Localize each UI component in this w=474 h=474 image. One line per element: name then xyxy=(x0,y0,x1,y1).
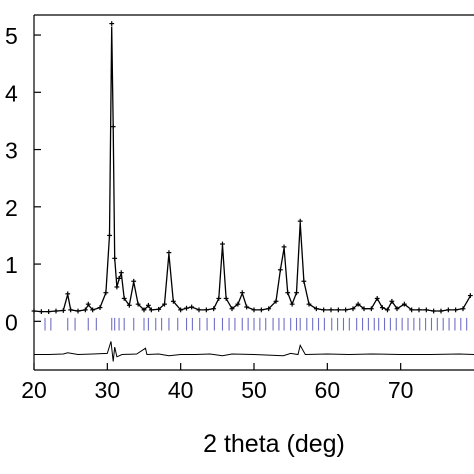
observed-point xyxy=(189,304,195,310)
observed-point xyxy=(467,293,473,298)
observed-point xyxy=(60,308,66,313)
observed-point xyxy=(220,241,225,247)
observed-point xyxy=(131,278,137,284)
observed-point xyxy=(65,291,71,297)
x-tick-label: 60 xyxy=(315,377,341,403)
observed-point xyxy=(235,301,241,307)
observed-point xyxy=(53,308,59,314)
y-tick-label: 3 xyxy=(5,138,18,164)
x-tick-label: 20 xyxy=(21,377,47,403)
observed-point xyxy=(90,307,96,313)
observed-point xyxy=(278,267,283,273)
observed-point xyxy=(306,301,312,307)
observed-point xyxy=(97,305,103,310)
observed-point xyxy=(379,305,385,310)
observed-point xyxy=(355,301,361,307)
observed-point xyxy=(350,306,356,312)
observed-point xyxy=(170,298,176,304)
x-tick-label: 50 xyxy=(241,377,267,403)
observed-point xyxy=(156,306,162,312)
observed-point xyxy=(38,309,44,314)
observed-point xyxy=(75,308,81,314)
observed-point xyxy=(68,307,74,313)
observed-point xyxy=(445,307,451,313)
x-axis-title: 2 theta (deg) xyxy=(203,430,345,458)
observed-point xyxy=(116,275,122,281)
observed-point xyxy=(109,21,115,26)
y-tick-label: 2 xyxy=(5,195,18,221)
x-tick-label: 30 xyxy=(95,377,121,403)
observed-point xyxy=(289,301,295,307)
observed-point xyxy=(401,301,407,307)
observed-point xyxy=(162,301,167,307)
observed-point xyxy=(313,306,319,312)
observed-point xyxy=(118,270,124,276)
x-tick-label: 40 xyxy=(168,377,194,403)
observed-point xyxy=(107,233,112,238)
observed-point xyxy=(273,298,279,304)
observed-point xyxy=(112,255,118,261)
observed-point xyxy=(423,307,429,313)
observed-point xyxy=(223,296,229,301)
y-tick-label: 5 xyxy=(5,23,18,49)
observed-point xyxy=(389,298,395,304)
observed-point xyxy=(141,307,147,313)
observed-point xyxy=(184,305,189,311)
observed-point xyxy=(258,307,264,313)
observed-point xyxy=(229,306,235,312)
observed-point xyxy=(216,296,222,301)
axis-ticks: 20 30 40 50 60 70 0 1 2 3 4 5 xyxy=(5,23,413,403)
observed-point xyxy=(196,307,202,313)
observed-point xyxy=(251,307,257,313)
observed-point xyxy=(114,284,120,290)
difference-curve xyxy=(34,341,474,362)
x-tick-label: 70 xyxy=(388,377,414,403)
observed-point xyxy=(385,307,390,313)
observed-point xyxy=(321,307,327,313)
y-tick-label: 1 xyxy=(5,252,18,278)
y-tick-label: 0 xyxy=(5,309,18,335)
observed-point xyxy=(335,307,341,313)
observed-point xyxy=(203,307,209,313)
observed-point xyxy=(82,307,88,313)
observed-point xyxy=(368,306,374,312)
observed-point xyxy=(281,244,287,250)
observed-point xyxy=(85,301,91,307)
observed-point xyxy=(453,307,459,313)
observed-point xyxy=(211,306,217,312)
observed-point xyxy=(374,296,380,301)
observed-point xyxy=(343,307,349,313)
observed-point xyxy=(297,218,303,224)
observed-point xyxy=(301,278,307,284)
observed-point xyxy=(146,302,151,308)
observed-point xyxy=(46,309,52,314)
observed-point xyxy=(148,307,154,313)
observed-point xyxy=(121,296,127,301)
y-tick-label: 4 xyxy=(5,80,18,106)
observed-point xyxy=(285,290,291,296)
observed-point xyxy=(409,307,415,313)
observed-point xyxy=(361,306,367,312)
observed-point xyxy=(239,290,245,296)
observed-point xyxy=(166,250,172,256)
observed-point xyxy=(178,307,184,313)
observed-point xyxy=(394,306,400,312)
observed-point xyxy=(294,290,299,296)
observed-point xyxy=(110,124,116,130)
observed-point xyxy=(135,301,141,307)
observed-point xyxy=(244,304,250,310)
calculated-profile xyxy=(33,26,471,313)
observed-point xyxy=(460,306,466,312)
observed-point xyxy=(431,308,437,314)
observed-point xyxy=(328,307,334,313)
observed-point xyxy=(103,290,109,296)
plot-marks xyxy=(31,21,474,362)
observed-point xyxy=(266,306,272,312)
observed-point xyxy=(438,308,444,314)
observed-point xyxy=(126,302,132,308)
observed-point xyxy=(416,307,422,313)
